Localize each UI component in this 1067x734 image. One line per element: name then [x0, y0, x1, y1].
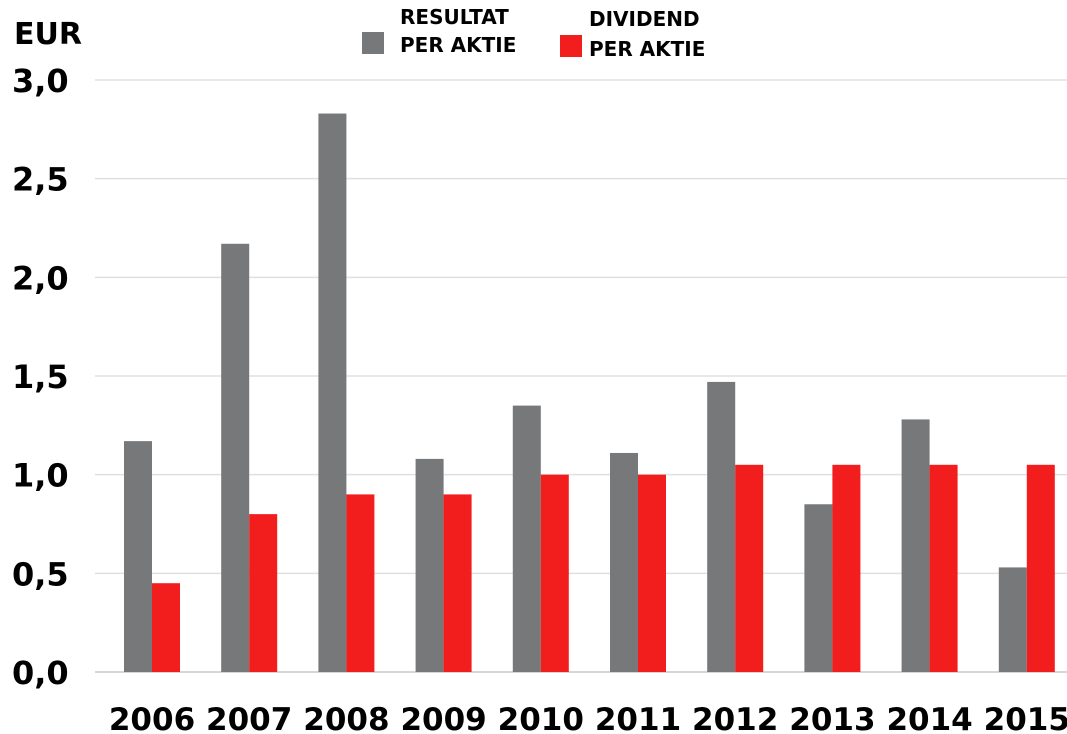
bar-dividend-2014 [929, 464, 958, 672]
bar-resultat-2014 [901, 419, 930, 672]
y-tick-label: 0,0 [12, 654, 69, 692]
x-tick-label: 2011 [595, 702, 681, 734]
legend-label: DIVIDEND [589, 7, 700, 31]
bar-resultat-2007 [221, 243, 250, 672]
bar-resultat-2013 [804, 504, 833, 672]
y-tick-label: 1,5 [12, 358, 69, 396]
x-tick-label: 2012 [692, 702, 778, 734]
x-tick-label: 2006 [109, 702, 195, 734]
legend-label: PER AKTIE [400, 33, 516, 57]
bar-dividend-2015 [1026, 464, 1055, 672]
y-tick-label: 2,0 [12, 259, 69, 297]
y-tick-label: 0,5 [12, 555, 69, 593]
bar-dividend-2013 [832, 464, 861, 672]
bar-dividend-2006 [152, 583, 180, 672]
bar-dividend-2008 [346, 494, 375, 672]
bar-resultat-2010 [512, 405, 541, 672]
bar-resultat-2006 [124, 441, 152, 672]
x-tick-label: 2008 [303, 702, 389, 734]
bar-dividend-2012 [735, 464, 764, 672]
x-tick-label: 2015 [984, 702, 1067, 734]
y-unit-label: EUR [14, 17, 82, 52]
y-tick-label: 1,0 [12, 457, 69, 495]
x-tick-label: 2010 [498, 702, 584, 734]
x-axis: 2006 2007 2008 2009 2010 2011 2012 2013 2014 2015 [109, 702, 1067, 734]
legend-swatch [560, 35, 582, 57]
legend-label: RESULTAT [400, 5, 509, 29]
legend: RESULTAT PER AKTIE DIVIDEND PER AKTIE [362, 5, 705, 61]
y-tick-label: 2,5 [12, 161, 69, 199]
y-tick-label: 3,0 [12, 62, 69, 100]
bar-dividend-2011 [638, 474, 666, 672]
bar-dividend-2009 [443, 494, 472, 672]
bar-resultat-2015 [998, 567, 1027, 672]
bar-resultat-2008 [318, 113, 347, 672]
bar-resultat-2012 [707, 381, 736, 672]
bars [124, 113, 1055, 672]
x-tick-label: 2013 [789, 702, 875, 734]
x-tick-label: 2009 [400, 702, 486, 734]
bar-dividend-2007 [249, 514, 278, 672]
x-tick-label: 2007 [206, 702, 292, 734]
legend-label: PER AKTIE [589, 37, 705, 61]
bar-resultat-2009 [415, 458, 444, 672]
x-tick-label: 2014 [886, 702, 972, 734]
y-axis: 0,0 0,5 1,0 1,5 2,0 2,5 3,0 [12, 62, 69, 692]
bar-resultat-2011 [610, 452, 638, 672]
legend-swatch [362, 32, 384, 54]
bar-dividend-2010 [540, 474, 569, 672]
